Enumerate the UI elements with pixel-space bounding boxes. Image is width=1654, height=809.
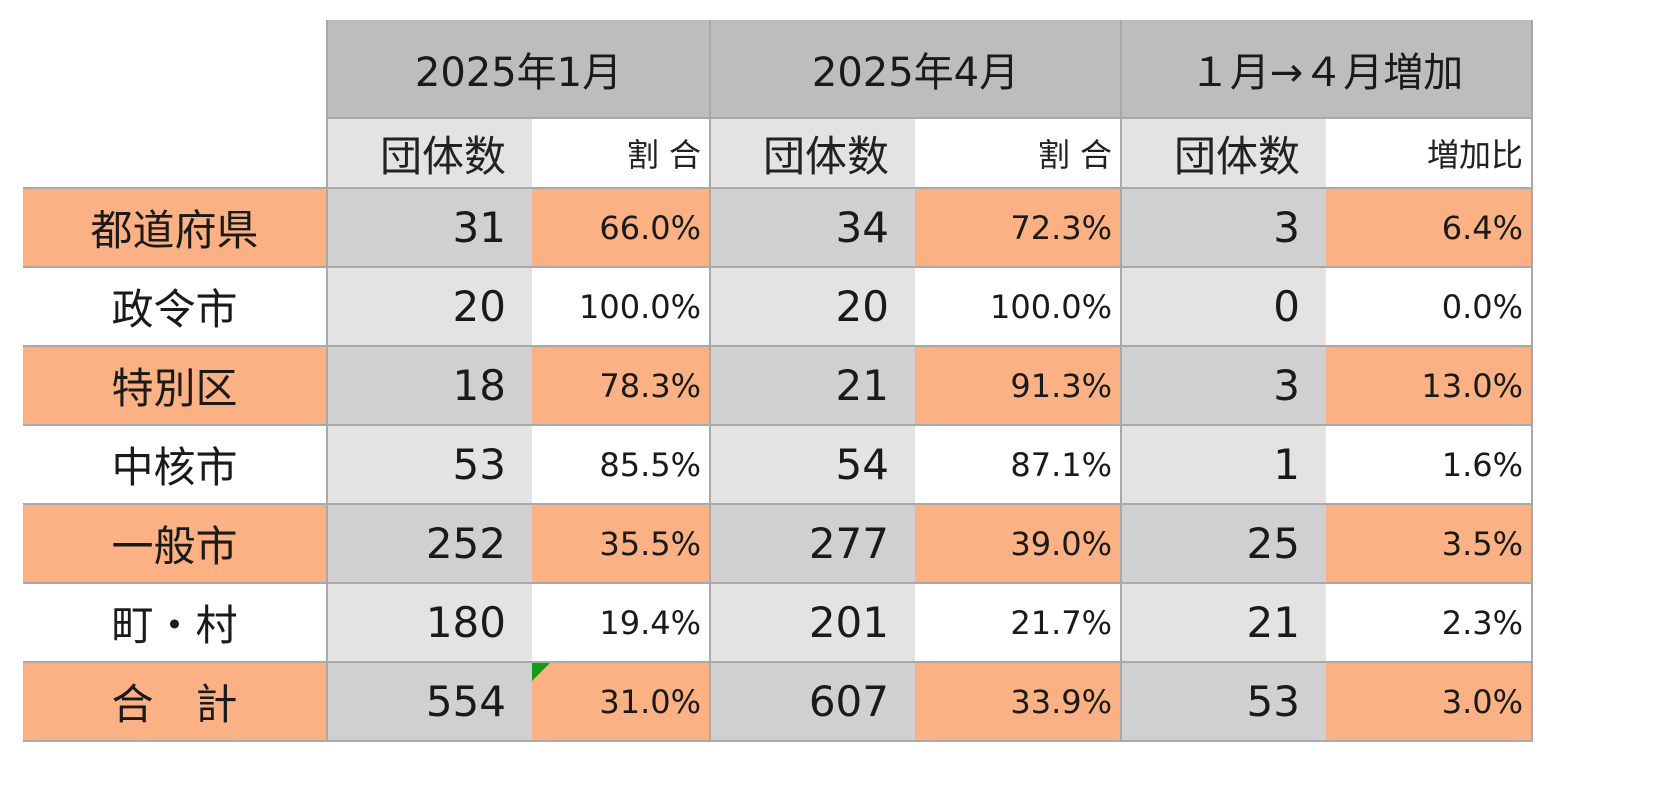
count-cell: 25 xyxy=(1120,503,1326,584)
sub-header-0: 団体数 xyxy=(326,117,532,189)
ratio-cell: 2.3% xyxy=(1326,582,1533,663)
count-cell: 1 xyxy=(1120,424,1326,505)
sub-header-5: 増加比 xyxy=(1326,117,1533,189)
ratio-cell: 33.9% xyxy=(915,661,1122,742)
sub-header-1: 割 合 xyxy=(532,117,711,189)
count-cell: 53 xyxy=(326,424,532,505)
count-cell: 252 xyxy=(326,503,532,584)
row-label: 特別区 xyxy=(23,345,328,426)
row-label: 一般市 xyxy=(23,503,328,584)
ratio-cell: 72.3% xyxy=(915,187,1122,268)
ratio-cell: 3.0% xyxy=(1326,661,1533,742)
ratio-cell: 87.1% xyxy=(915,424,1122,505)
sub-header-3: 割 合 xyxy=(915,117,1122,189)
row-label: 町・村 xyxy=(23,582,328,663)
ratio-cell: 1.6% xyxy=(1326,424,1533,505)
count-cell: 34 xyxy=(709,187,915,268)
count-cell: 31 xyxy=(326,187,532,268)
ratio-cell: 39.0% xyxy=(915,503,1122,584)
count-cell: 607 xyxy=(709,661,915,742)
ratio-cell: 31.0% xyxy=(532,661,711,742)
statistics-table: 2025年1月 2025年4月 １月→４月増加 団体数割 合団体数割 合団体数 増加比都… xyxy=(23,20,1533,742)
count-cell: 21 xyxy=(1120,582,1326,663)
ratio-cell: 85.5% xyxy=(532,424,711,505)
table-row: 町・村 180 19.4% 201 21.7% 21 2.3% xyxy=(23,582,1533,663)
group-header-2: １月→４月増加 xyxy=(1120,20,1533,118)
group-header-0: 2025年1月 xyxy=(326,20,711,118)
count-cell: 201 xyxy=(709,582,915,663)
ratio-cell: 100.0% xyxy=(532,266,711,347)
row-label: 合 計 xyxy=(23,661,328,742)
ratio-cell: 66.0% xyxy=(532,187,711,268)
ratio-cell: 91.3% xyxy=(915,345,1122,426)
count-cell: 18 xyxy=(326,345,532,426)
corner-cell xyxy=(23,20,327,118)
sub-header-2: 団体数 xyxy=(709,117,915,189)
ratio-cell: 19.4% xyxy=(532,582,711,663)
ratio-cell: 3.5% xyxy=(1326,503,1533,584)
count-cell: 54 xyxy=(709,424,915,505)
row-label: 中核市 xyxy=(23,424,328,505)
sub-header-4: 団体数 xyxy=(1120,117,1326,189)
row-label: 都道府県 xyxy=(23,187,328,268)
count-cell: 0 xyxy=(1120,266,1326,347)
count-cell: 554 xyxy=(326,661,532,742)
table-row: 中核市 53 85.5% 54 87.1% 1 1.6% xyxy=(23,424,1533,505)
ratio-cell: 13.0% xyxy=(1326,345,1533,426)
group-header-1: 2025年4月 xyxy=(709,20,1122,118)
table-row: 一般市 252 35.5% 277 39.0% 25 3.5% xyxy=(23,503,1533,584)
ratio-cell: 21.7% xyxy=(915,582,1122,663)
count-cell: 3 xyxy=(1120,187,1326,268)
ratio-cell: 78.3% xyxy=(532,345,711,426)
corner-cell-2 xyxy=(23,118,327,188)
count-cell: 53 xyxy=(1120,661,1326,742)
table-row: 政令市 20 100.0% 20 100.0% 0 0.0% xyxy=(23,266,1533,347)
count-cell: 20 xyxy=(326,266,532,347)
table-row: 特別区 18 78.3% 21 91.3% 3 13.0% xyxy=(23,345,1533,426)
count-cell: 3 xyxy=(1120,345,1326,426)
count-cell: 20 xyxy=(709,266,915,347)
count-cell: 180 xyxy=(326,582,532,663)
row-label: 政令市 xyxy=(23,266,328,347)
sub-header-row: 団体数割 合団体数割 合団体数 増加比 xyxy=(23,117,1533,189)
table-row: 都道府県 31 66.0% 34 72.3% 3 6.4% xyxy=(23,187,1533,268)
count-cell: 277 xyxy=(709,503,915,584)
group-header-row: 2025年1月 2025年4月 １月→４月増加 xyxy=(23,20,1533,118)
table-row: 合 計 554 31.0% 607 33.9% 53 3.0% xyxy=(23,661,1533,742)
ratio-cell: 6.4% xyxy=(1326,187,1533,268)
comment-marker-icon xyxy=(532,664,550,681)
ratio-cell: 35.5% xyxy=(532,503,711,584)
ratio-cell: 100.0% xyxy=(915,266,1122,347)
ratio-cell: 0.0% xyxy=(1326,266,1533,347)
count-cell: 21 xyxy=(709,345,915,426)
